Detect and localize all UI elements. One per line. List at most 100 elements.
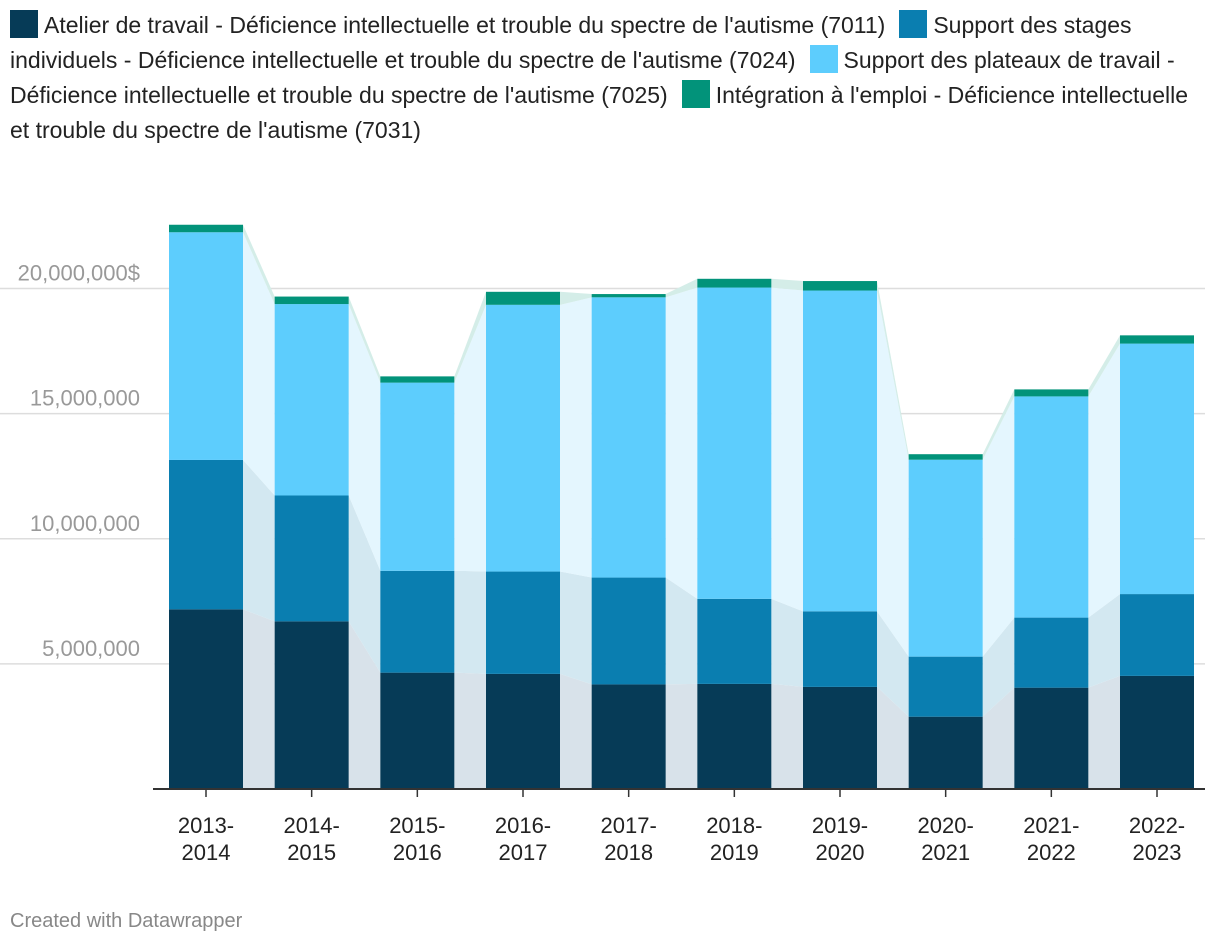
connector-area [243, 224, 275, 305]
connector-area [243, 459, 275, 622]
connector-area [454, 304, 486, 572]
connector-area [982, 687, 1015, 789]
x-tick-label: 2015-2016 [389, 813, 445, 865]
legend-item: Intégration à l'emploi - Déficience inte… [10, 80, 1189, 143]
connector-area [348, 296, 381, 383]
bar-segment [908, 716, 983, 789]
bar-segment [380, 382, 455, 571]
connector-area [982, 617, 1015, 717]
connector-area [877, 611, 909, 717]
bar-segment [1014, 617, 1089, 688]
bar-segment [380, 672, 455, 789]
bar-segment [274, 495, 349, 622]
bar-segment [803, 686, 877, 789]
legend-swatch [10, 10, 38, 38]
connector-area [454, 291, 486, 383]
bar-segment [591, 294, 666, 298]
x-tick-label: 2013-2014 [178, 813, 234, 865]
bar-segment [697, 287, 772, 599]
connector-area [1088, 594, 1120, 688]
x-tick-label: 2016-2017 [495, 813, 551, 865]
legend-label: Support des stages individuels - Déficie… [10, 12, 1132, 73]
legend-item: Atelier de travail - Déficience intellec… [10, 10, 886, 38]
connector-area [877, 686, 909, 789]
connector-area [771, 278, 803, 291]
connector-area [560, 571, 592, 685]
connector-area [982, 396, 1015, 657]
legend-label: Intégration à l'emploi - Déficience inte… [10, 82, 1189, 143]
bar-segment [803, 281, 877, 291]
x-tick-label: 2021-2022 [1023, 813, 1079, 865]
connector-area [454, 570, 486, 674]
connector-area [665, 278, 698, 298]
bar-segment [380, 376, 455, 383]
legend-label: Atelier de travail - Déficience intellec… [44, 12, 886, 38]
connector-area [771, 287, 803, 612]
bar-segment [380, 570, 455, 673]
connector-area [560, 673, 592, 789]
credit-text: Created with Datawrapper [10, 910, 243, 932]
x-tick-label: 2018-2019 [706, 813, 762, 865]
bar-segment [803, 290, 877, 612]
bar-segment [803, 611, 877, 687]
connector-area [348, 621, 381, 789]
connector-area [771, 598, 803, 687]
bar-segment [1120, 675, 1194, 789]
bar-segment [274, 304, 349, 496]
connector-area [771, 683, 803, 789]
bar-segment [697, 683, 772, 789]
bar-segment [591, 577, 666, 685]
bar-segment [274, 621, 349, 789]
connector-area [665, 577, 698, 685]
connector-area [348, 495, 381, 673]
x-tick-label: 2019-2020 [812, 813, 868, 865]
connector-area [665, 287, 698, 599]
legend-swatch [899, 10, 928, 38]
x-tick-label: 2014-2015 [284, 813, 340, 865]
y-tick-label: 5,000,000 [42, 636, 140, 661]
connector-area [560, 291, 592, 305]
bar-segment [1014, 396, 1089, 618]
bar-segment [486, 304, 560, 572]
legend-swatch [681, 80, 710, 108]
legend-swatch [809, 45, 838, 73]
bar-segment [1014, 389, 1089, 397]
connector-area [665, 683, 698, 789]
y-tick-label: 20,000,000$ [18, 261, 140, 286]
bar-segment [486, 673, 560, 789]
bar-segment [486, 571, 560, 674]
bar-segment [591, 297, 666, 578]
bar-segment [274, 296, 349, 305]
bar-segment [591, 684, 666, 789]
bar-segment [908, 656, 983, 717]
connector-area [1088, 335, 1120, 397]
bar-segment [169, 224, 243, 233]
legend-label: Support des plateaux de travail - Défici… [10, 47, 1175, 108]
connector-area [454, 672, 486, 789]
connector-area [1088, 675, 1120, 789]
bar-segment [1120, 343, 1194, 595]
bar-segment [169, 459, 243, 610]
bar-segment [697, 598, 772, 684]
x-tick-label: 2022-2023 [1129, 813, 1185, 865]
bar-segment [908, 454, 983, 460]
y-tick-label: 10,000,000 [30, 511, 140, 536]
bar-segment [1014, 687, 1089, 789]
connector-area [243, 232, 275, 496]
connector-area [243, 609, 275, 789]
legend-item: Support des stages individuels - Déficie… [10, 10, 1132, 73]
bar-segment [1120, 594, 1194, 676]
legend: Atelier de travail - Déficience intellec… [10, 8, 1205, 148]
x-tick-label: 2020-2021 [918, 813, 974, 865]
connector-area [982, 389, 1015, 460]
connector-area [1088, 343, 1120, 618]
bar-segment [908, 459, 983, 657]
legend-item: Support des plateaux de travail - Défici… [10, 45, 1175, 108]
bar-segment [697, 278, 772, 288]
bar-segment [169, 609, 243, 789]
y-tick-label: 15,000,000 [30, 386, 140, 411]
x-tick-label: 2017-2018 [601, 813, 657, 865]
bar-segment [169, 232, 243, 460]
bar-segment [1120, 335, 1194, 344]
stacked-bar-chart: 5,000,000 10,000,000 15,000,000 20,000,000$… [0, 224, 1205, 865]
